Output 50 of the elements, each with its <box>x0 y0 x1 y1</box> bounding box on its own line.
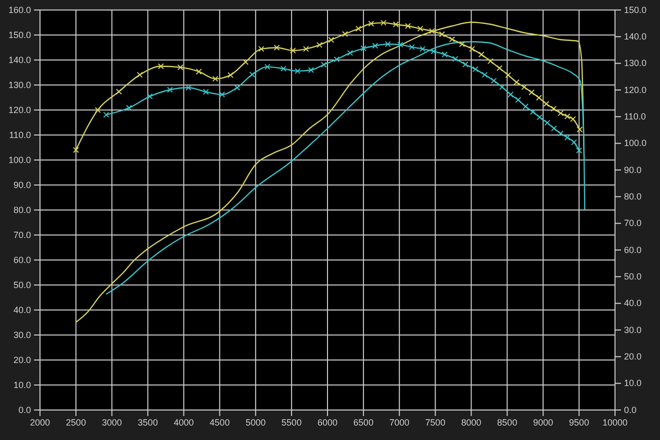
y2-tick-label: 50.0 <box>624 272 642 282</box>
y2-tick-label: 150.0 <box>624 4 647 15</box>
x-tick-label: 8000 <box>461 417 482 428</box>
x-tick-label: 2000 <box>30 417 50 428</box>
x-tick-label: 4000 <box>174 417 194 428</box>
y-tick-label: 110.0 <box>9 130 31 140</box>
y2-tick-label: 80.0 <box>624 192 642 202</box>
x-tick-label: 9000 <box>533 417 554 428</box>
y-tick-label: 70.0 <box>13 230 31 240</box>
y2-tick-label: 130.0 <box>624 58 647 68</box>
x-tick-label: 8500 <box>497 417 518 428</box>
y2-tick-label: 100.0 <box>624 138 647 148</box>
x-tick-label: 9500 <box>569 417 590 428</box>
y-tick-label: 90.0 <box>13 180 31 190</box>
y-tick-label: 20.0 <box>13 354 31 365</box>
y-tick-label: 10.0 <box>13 380 31 390</box>
x-tick-label: 3000 <box>102 417 122 428</box>
y-tick-label: 80.0 <box>13 204 31 215</box>
x-tick-label: 4500 <box>210 417 230 428</box>
x-tick-label: 5500 <box>282 417 302 428</box>
y2-tick-label: 140.0 <box>624 32 647 42</box>
y-tick-label: 140.0 <box>8 54 31 65</box>
y2-tick-label: 120.0 <box>624 84 647 95</box>
x-tick-label: 5000 <box>246 417 266 428</box>
x-tick-label: 6000 <box>317 417 338 428</box>
y-tick-label: 60.0 <box>13 254 31 265</box>
y2-tick-label: 30.0 <box>624 324 642 335</box>
x-tick-label: 3500 <box>138 417 158 428</box>
y2-tick-label: 110.0 <box>624 112 646 122</box>
y2-tick-label: 40.0 <box>624 298 642 308</box>
y-tick-label: 30.0 <box>13 330 31 340</box>
y2-tick-label: 20.0 <box>624 352 642 362</box>
y-tick-label: 130.0 <box>8 80 31 90</box>
y2-tick-label: 10.0 <box>624 378 642 388</box>
x-tick-label: 7500 <box>425 417 446 428</box>
y-tick-label: 50.0 <box>13 280 31 290</box>
y-tick-label: 120.0 <box>8 104 31 115</box>
y2-tick-label: 70.0 <box>624 218 642 228</box>
x-tick-label: 6500 <box>353 417 374 428</box>
x-tick-label: 2500 <box>66 417 86 428</box>
y2-tick-label: 0.0 <box>624 404 637 415</box>
y2-tick-label: 60.0 <box>624 244 642 255</box>
x-tick-label: 10000 <box>602 417 628 428</box>
y-tick-label: 160.0 <box>8 4 31 15</box>
y-tick-label: 100.0 <box>8 154 31 165</box>
y2-tick-label: 90.0 <box>624 164 642 175</box>
y-tick-label: 40.0 <box>13 304 31 315</box>
y-tick-label: 0.0 <box>18 404 31 415</box>
y-tick-label: 150.0 <box>8 30 31 40</box>
x-tick-label: 7000 <box>389 417 410 428</box>
